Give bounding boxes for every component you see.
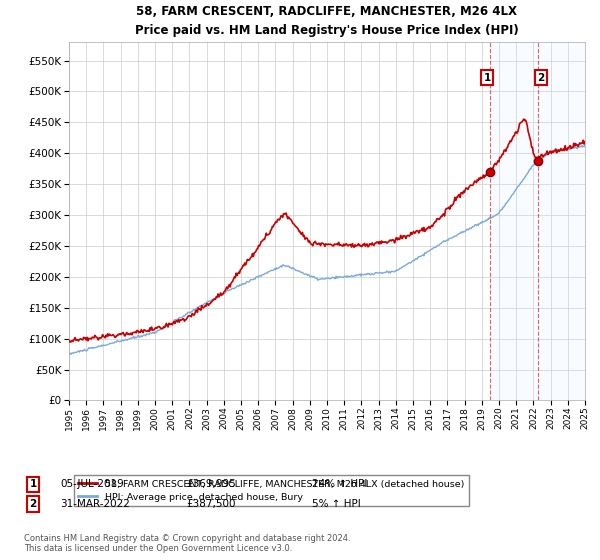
Text: 2: 2	[538, 73, 545, 83]
Bar	[490, 42, 585, 400]
Text: 05-JUL-2019: 05-JUL-2019	[60, 479, 124, 489]
Text: £369,995: £369,995	[186, 479, 236, 489]
Text: 1: 1	[29, 479, 37, 489]
Text: 5% ↑ HPI: 5% ↑ HPI	[312, 499, 361, 509]
Text: Contains HM Land Registry data © Crown copyright and database right 2024.
This d: Contains HM Land Registry data © Crown c…	[24, 534, 350, 553]
Text: £387,500: £387,500	[186, 499, 235, 509]
Title: 58, FARM CRESCENT, RADCLIFFE, MANCHESTER, M26 4LX
Price paid vs. HM Land Registr: 58, FARM CRESCENT, RADCLIFFE, MANCHESTER…	[135, 4, 519, 36]
Text: 24% ↑ HPI: 24% ↑ HPI	[312, 479, 367, 489]
Text: 1: 1	[484, 73, 491, 83]
Text: 2: 2	[29, 499, 37, 509]
Legend: 58, FARM CRESCENT, RADCLIFFE, MANCHESTER, M26 4LX (detached house), HPI: Average: 58, FARM CRESCENT, RADCLIFFE, MANCHESTER…	[74, 475, 469, 506]
Text: 31-MAR-2022: 31-MAR-2022	[60, 499, 130, 509]
